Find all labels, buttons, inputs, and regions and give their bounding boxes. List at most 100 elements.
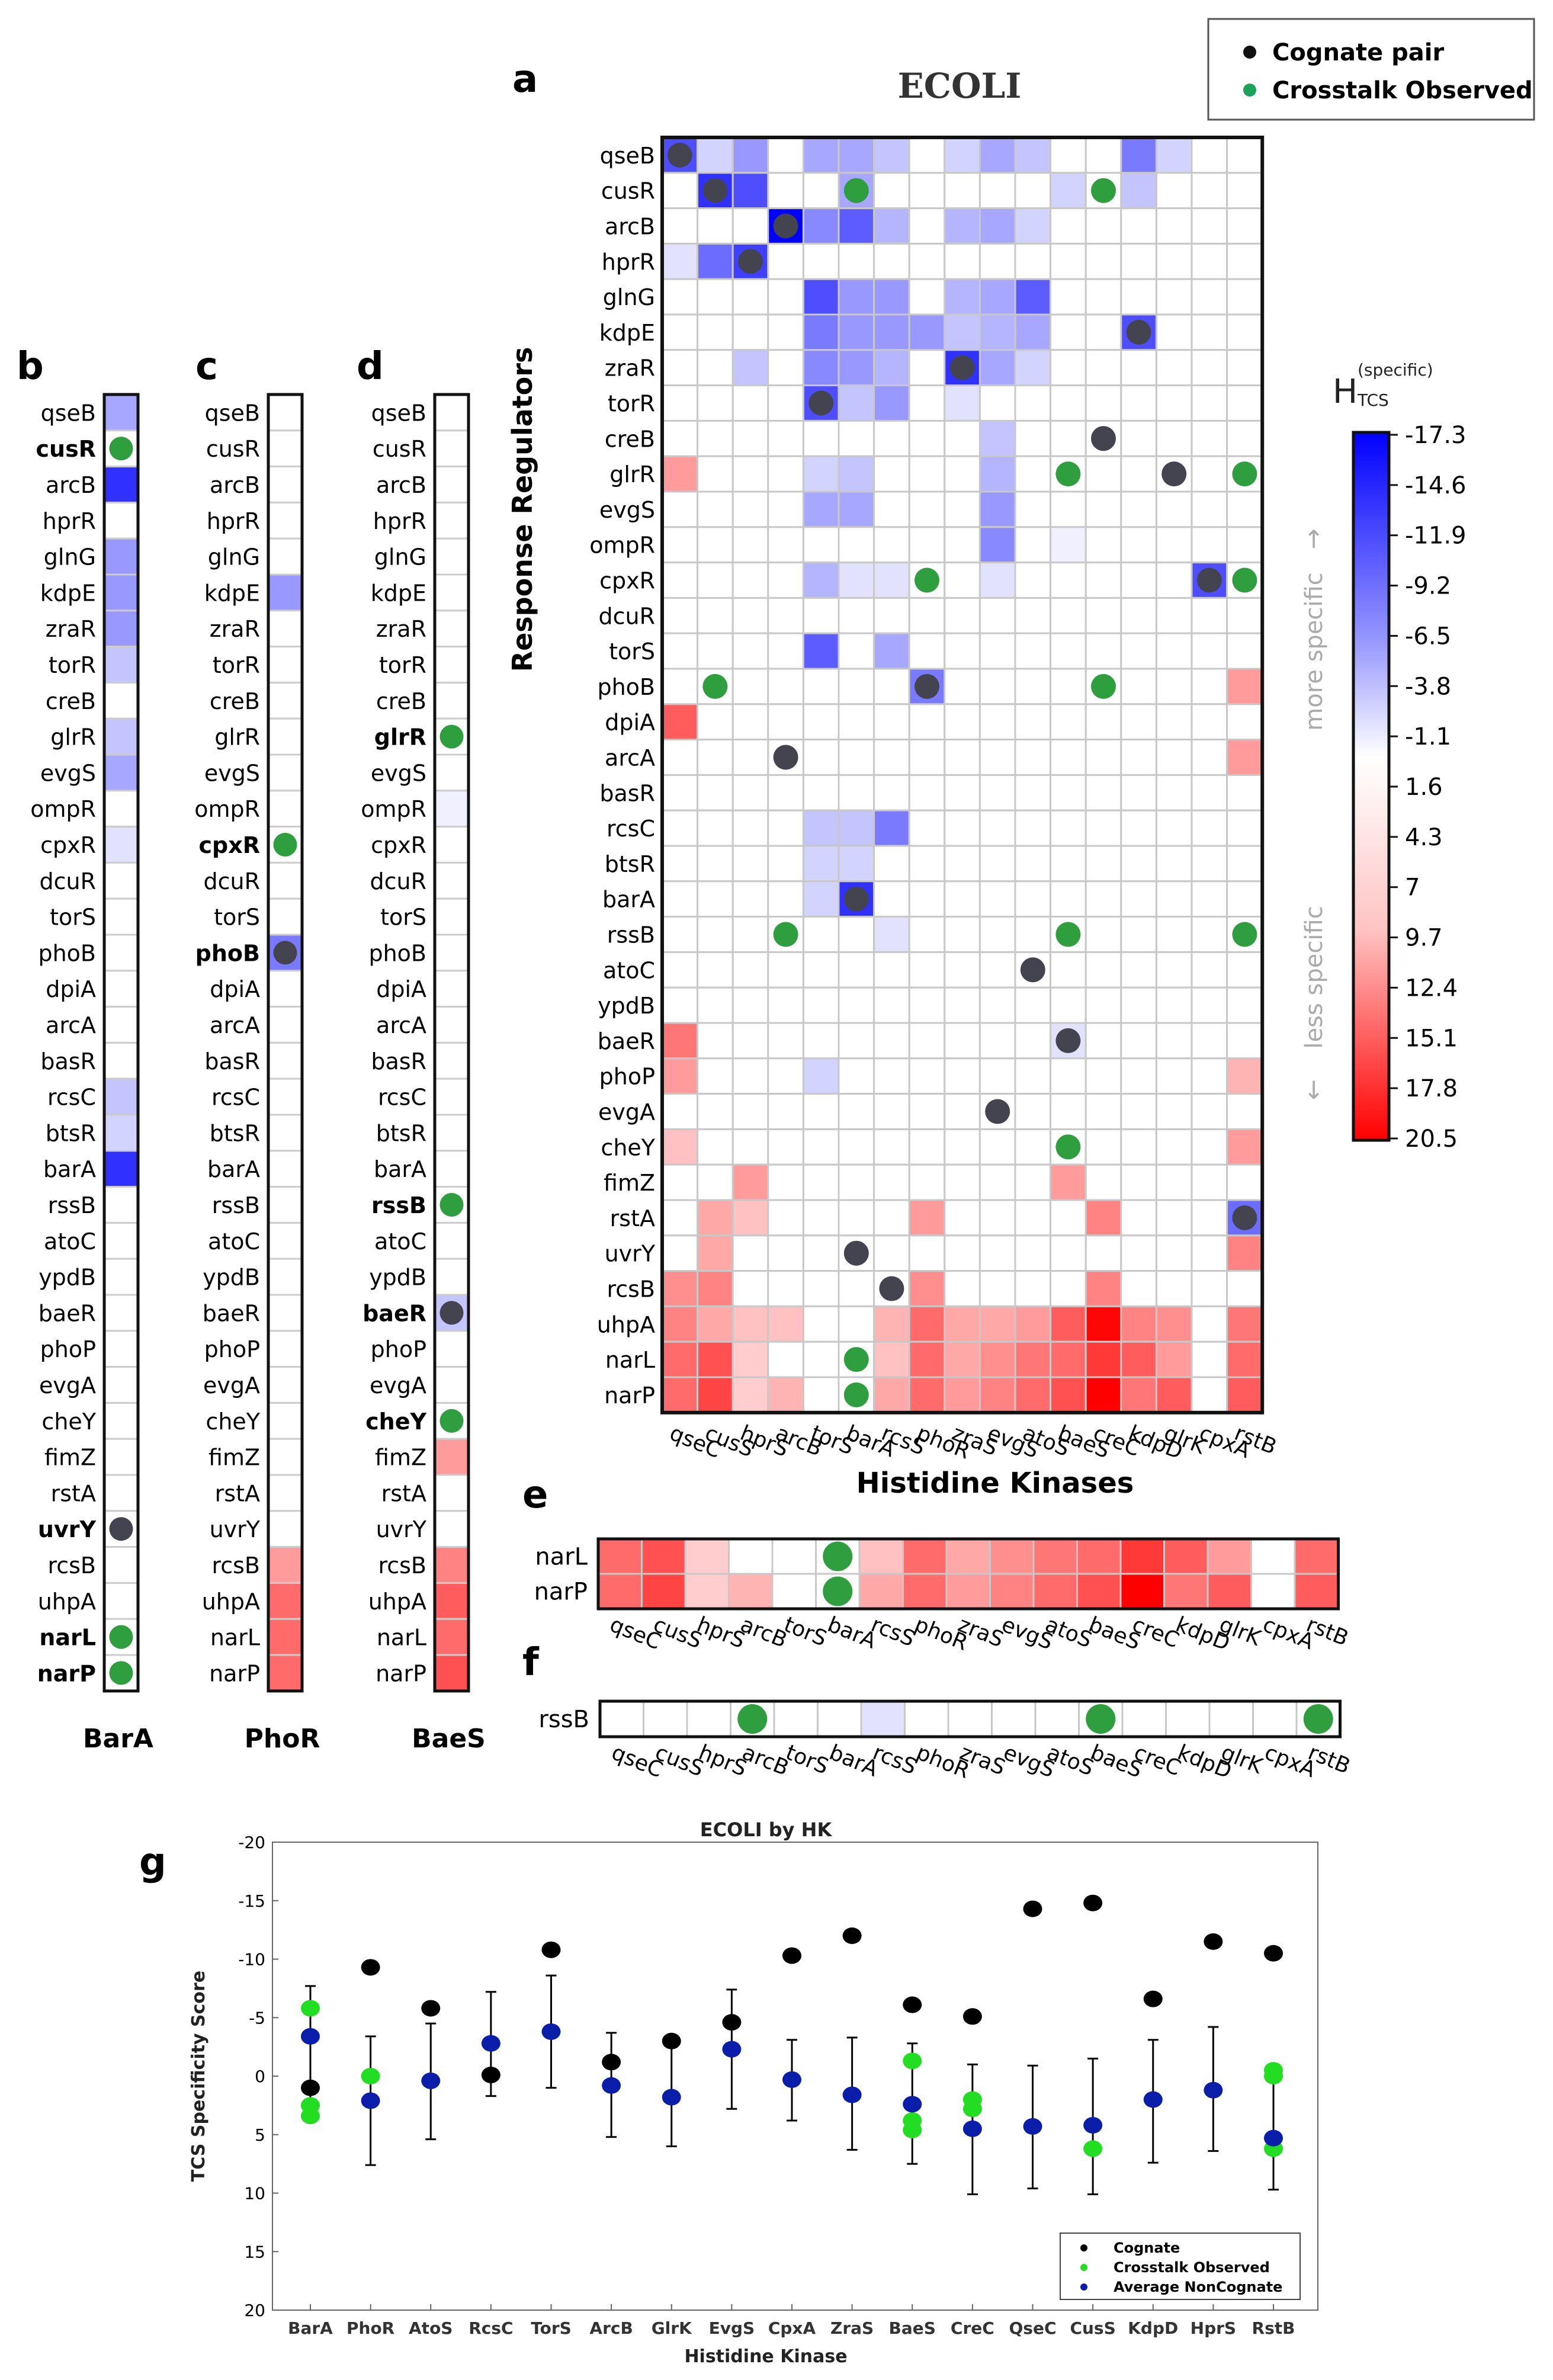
heatmap-cell xyxy=(873,1305,910,1343)
row-label: arcA xyxy=(605,745,655,771)
heatmap-cell xyxy=(944,455,981,493)
heatmap-cell xyxy=(1014,384,1052,422)
strip-cell xyxy=(267,1330,303,1368)
strip-row-label: fimZ xyxy=(208,1445,260,1471)
heatmap-cell xyxy=(873,986,910,1024)
legend-cognate-label: Cognate pair xyxy=(1272,39,1444,66)
heatmap-cell xyxy=(1084,1376,1122,1414)
heatmap-cell xyxy=(1014,916,1052,953)
strip-row-label: narL xyxy=(210,1625,260,1651)
heatmap-cell xyxy=(1120,845,1157,883)
heatmap-cell xyxy=(978,349,1016,387)
heatmap-cell xyxy=(802,1340,840,1378)
strip-row-label: basR xyxy=(371,1048,426,1074)
cognate-point xyxy=(301,2079,320,2096)
strip-row-label: ompR xyxy=(30,796,96,822)
heatmap-cell xyxy=(873,562,910,599)
heatmap-cell xyxy=(1120,1340,1157,1378)
crosstalk-dot xyxy=(1055,461,1081,487)
heatmap-cell xyxy=(944,1093,981,1130)
heatmap-cell xyxy=(944,207,981,245)
heatmap-cell xyxy=(1084,526,1122,564)
strip-cell xyxy=(434,1077,470,1116)
row-label: narL xyxy=(605,1347,655,1373)
row-label: dcuR xyxy=(598,603,655,629)
noncognate-point xyxy=(481,2035,500,2052)
heatmap-cell xyxy=(978,526,1016,564)
heatmap-cell xyxy=(1155,739,1193,776)
cognate-dot xyxy=(667,142,692,168)
crosstalk-dot xyxy=(915,567,939,593)
heatmap-cell xyxy=(731,1128,769,1166)
crosstalk-dot xyxy=(702,673,728,699)
heatmap-cell xyxy=(1119,1573,1165,1610)
heatmap-cell xyxy=(978,1234,1016,1272)
strip-row-label: glrR xyxy=(50,724,96,750)
heatmap-cell xyxy=(978,384,1016,422)
heatmap-cell xyxy=(661,1234,699,1272)
heatmap-cell xyxy=(802,313,840,351)
strip-cell xyxy=(434,970,470,1008)
heatmap-cell xyxy=(1155,668,1193,705)
heatmap-cell xyxy=(978,809,1016,847)
heatmap-cell xyxy=(697,632,734,670)
heatmap-cell xyxy=(802,419,840,457)
heatmap-cell xyxy=(1226,526,1263,564)
strip-row-label: rcsC xyxy=(378,1085,426,1111)
heatmap-cell xyxy=(1155,1270,1193,1307)
strip-row-label: uhpA xyxy=(202,1589,260,1615)
panel-a: ECOLI qseB cusR arcB hprR glnG kdpE zraR torR cr… xyxy=(506,66,1280,1500)
panel-a-title: ECOLI xyxy=(898,66,1022,106)
colorbar-tick-label: 1.6 xyxy=(1405,774,1443,801)
strip-row-label: phoB xyxy=(368,940,426,966)
heatmap-cell xyxy=(1155,526,1193,564)
heatmap-cell xyxy=(1014,419,1052,457)
strip-cell xyxy=(267,393,303,432)
crosstalk-dot xyxy=(843,1347,869,1372)
heatmap-cell xyxy=(1084,880,1122,918)
heatmap-cell xyxy=(1050,349,1087,387)
heatmap-cell xyxy=(697,526,734,564)
heatmap-cell xyxy=(767,419,804,457)
heatmap-cell xyxy=(661,207,699,245)
heatmap-cell xyxy=(767,596,804,634)
strip-cell xyxy=(267,1654,303,1692)
heatmap-cell xyxy=(838,809,875,847)
strip-cell xyxy=(103,861,139,900)
heatmap-cell xyxy=(838,526,875,564)
heatmap-cell xyxy=(802,632,840,670)
strip-row-label: arcB xyxy=(376,472,426,498)
x-tick-label: EvgS xyxy=(709,2318,755,2338)
heatmap-cell xyxy=(1120,207,1157,245)
strip-row-label: rssB xyxy=(48,1192,96,1218)
strip-row-label: rcsC xyxy=(211,1085,260,1111)
panel-f-col-labels: qseCcusShprSarcBtorSbarArcsSphoRzraSevgS… xyxy=(608,1740,1353,1784)
heatmap-cell xyxy=(1084,1163,1122,1201)
heatmap-cell xyxy=(1226,739,1263,776)
strip-cell xyxy=(434,1654,470,1692)
crosstalk-point xyxy=(903,2052,922,2070)
heatmap-cell xyxy=(1014,455,1052,493)
noncognate-point xyxy=(361,2092,380,2109)
row-label: torS xyxy=(609,639,655,665)
heatmap-cell xyxy=(1165,1700,1211,1738)
strip-cell xyxy=(267,501,303,540)
cognate-dot xyxy=(1091,426,1116,451)
row-label: cheY xyxy=(601,1134,655,1160)
row-label: btsR xyxy=(605,851,655,877)
strip-cell xyxy=(267,681,303,720)
heatmap-cell xyxy=(697,1022,734,1060)
strip-row-label: kdpE xyxy=(204,580,260,606)
heatmap-cell xyxy=(1050,207,1087,245)
heatmap-cell xyxy=(767,136,804,174)
heatmap-cell xyxy=(1014,136,1052,174)
chart-g-title: ECOLI by HK xyxy=(700,1818,833,1841)
heatmap-cell xyxy=(728,1573,774,1610)
heatmap-cell xyxy=(1163,1538,1209,1575)
heatmap-cell xyxy=(838,419,875,457)
heatmap-cell xyxy=(1120,809,1157,847)
heatmap-cell xyxy=(661,490,699,528)
panel-a-xlabel: Histidine Kinases xyxy=(856,1467,1134,1500)
heatmap-cell xyxy=(978,774,1016,811)
heatmap-cell xyxy=(1120,1199,1157,1237)
